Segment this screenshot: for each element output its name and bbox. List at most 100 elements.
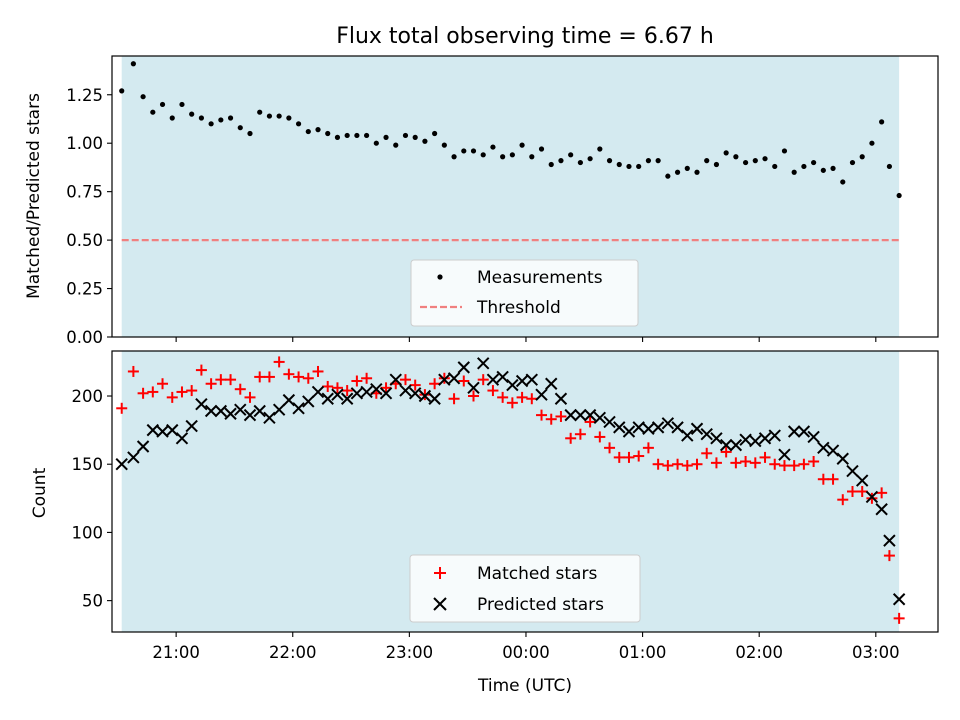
top-data-point [849, 159, 856, 166]
bottom-x-tick-label: 01:00 [619, 643, 667, 662]
bottom-predicted-point [389, 373, 402, 386]
top-y-tick-label: 0.75 [66, 183, 103, 202]
top-data-point [558, 158, 564, 164]
top-data-point [150, 109, 156, 115]
top-data-point [119, 88, 125, 94]
bottom-matched-point [808, 455, 820, 467]
bottom-matched-point [322, 380, 334, 392]
top-data-point [189, 111, 195, 117]
bottom-predicted-point [370, 382, 383, 396]
bottom-predicted-point [817, 441, 830, 455]
bottom-predicted-point [496, 370, 509, 384]
bottom-legend-box [409, 554, 641, 623]
bottom-predicted-point [797, 425, 811, 438]
bottom-matched-point [351, 375, 363, 387]
top-panel: 0.00 0.25 0.50 0.75 1.00 1.25 Matched/Predict… [24, 55, 939, 347]
bottom-predicted-point [681, 429, 694, 442]
bottom-y-tick-label: 200 [72, 387, 104, 406]
top-data-point [470, 148, 477, 154]
bottom-matched-point [341, 385, 353, 397]
bottom-matched-point [730, 457, 742, 469]
top-data-point [665, 173, 671, 179]
bottom-matched-point [312, 365, 324, 377]
bottom-matched-point [574, 428, 586, 440]
bottom-predicted-point [477, 357, 490, 370]
bottom-x-tick-label: 03:00 [852, 643, 900, 662]
bottom-matched-point [127, 365, 139, 377]
bottom-predicted-point [846, 464, 859, 478]
bottom-matched-point [254, 371, 266, 383]
top-data-point [529, 154, 535, 160]
top-data-point [208, 121, 214, 127]
top-data-point [694, 169, 700, 175]
bottom-matched-point [720, 446, 732, 458]
bottom-predicted-point [613, 421, 626, 434]
bottom-matched-point [662, 460, 674, 472]
legend-predicted-marker [433, 597, 447, 611]
bottom-panel: 50 100 150 200 21:00 22:00 23:00 00:00 01:00 02:0… [30, 350, 939, 662]
top-y-tick-label: 0.50 [66, 231, 103, 250]
bottom-predicted-point [671, 421, 684, 434]
bottom-predicted-point [399, 384, 412, 397]
bottom-matched-point [215, 374, 227, 386]
bottom-predicted-point [418, 389, 432, 403]
bottom-predicted-point [778, 448, 791, 461]
bottom-matched-point [623, 451, 635, 463]
bottom-predicted-point [234, 403, 247, 416]
top-data-point [568, 152, 574, 158]
legend-threshold-label: Threshold [476, 298, 561, 318]
bottom-predicted-point [115, 458, 128, 471]
bottom-matched-point [283, 368, 295, 380]
bottom-predicted-point [593, 411, 607, 425]
top-data-point [859, 154, 865, 160]
bottom-matched-point [234, 383, 246, 395]
bottom-matched-point [361, 372, 373, 384]
bottom-predicted-point [166, 423, 179, 437]
bottom-predicted-point [836, 452, 849, 465]
bottom-matched-point [147, 386, 159, 398]
bottom-matched-point [487, 385, 499, 397]
top-data-point [422, 138, 428, 144]
top-data-point [896, 192, 902, 199]
figure-title: Flux total observing time = 6.67 h [336, 24, 714, 49]
bottom-predicted-point [883, 534, 896, 547]
top-data-point [393, 142, 399, 148]
bottom-y-axis-label: Count [30, 467, 50, 518]
bottom-predicted-point [457, 361, 470, 374]
bottom-predicted-point [467, 381, 480, 395]
bottom-x-tick-label: 22:00 [269, 643, 317, 662]
bottom-matched-point [672, 458, 684, 470]
bottom-matched-point [225, 374, 237, 386]
bottom-matched-point [166, 391, 178, 403]
top-data-point [198, 115, 205, 121]
bottom-matched-point [613, 451, 625, 463]
bottom-predicted-point [156, 425, 169, 438]
top-data-point [830, 165, 836, 171]
bottom-matched-point [409, 379, 421, 391]
bottom-matched-point [536, 409, 548, 421]
bottom-predicted-point [263, 411, 276, 425]
bottom-matched-point [652, 458, 664, 470]
bottom-predicted-point [175, 432, 189, 445]
bottom-predicted-point [865, 490, 879, 504]
top-data-point [713, 161, 720, 168]
top-data-point [606, 158, 613, 164]
top-data-point [742, 159, 749, 166]
bottom-predicted-point [185, 419, 198, 433]
bottom-predicted-point [272, 403, 286, 416]
bottom-predicted-point [447, 372, 461, 385]
bottom-predicted-point [408, 387, 422, 400]
bottom-matched-point [195, 364, 207, 376]
top-data-point [218, 117, 224, 123]
top-data-point [257, 109, 263, 115]
bottom-matched-point [749, 457, 761, 469]
bottom-matched-point [798, 458, 810, 470]
bottom-predicted-point [204, 404, 218, 418]
top-data-point [373, 140, 379, 146]
top-data-point [616, 161, 622, 168]
bottom-predicted-point [807, 430, 820, 444]
bottom-matched-point [429, 378, 441, 390]
bottom-matched-point [526, 393, 538, 405]
bottom-predicted-point [360, 385, 373, 399]
